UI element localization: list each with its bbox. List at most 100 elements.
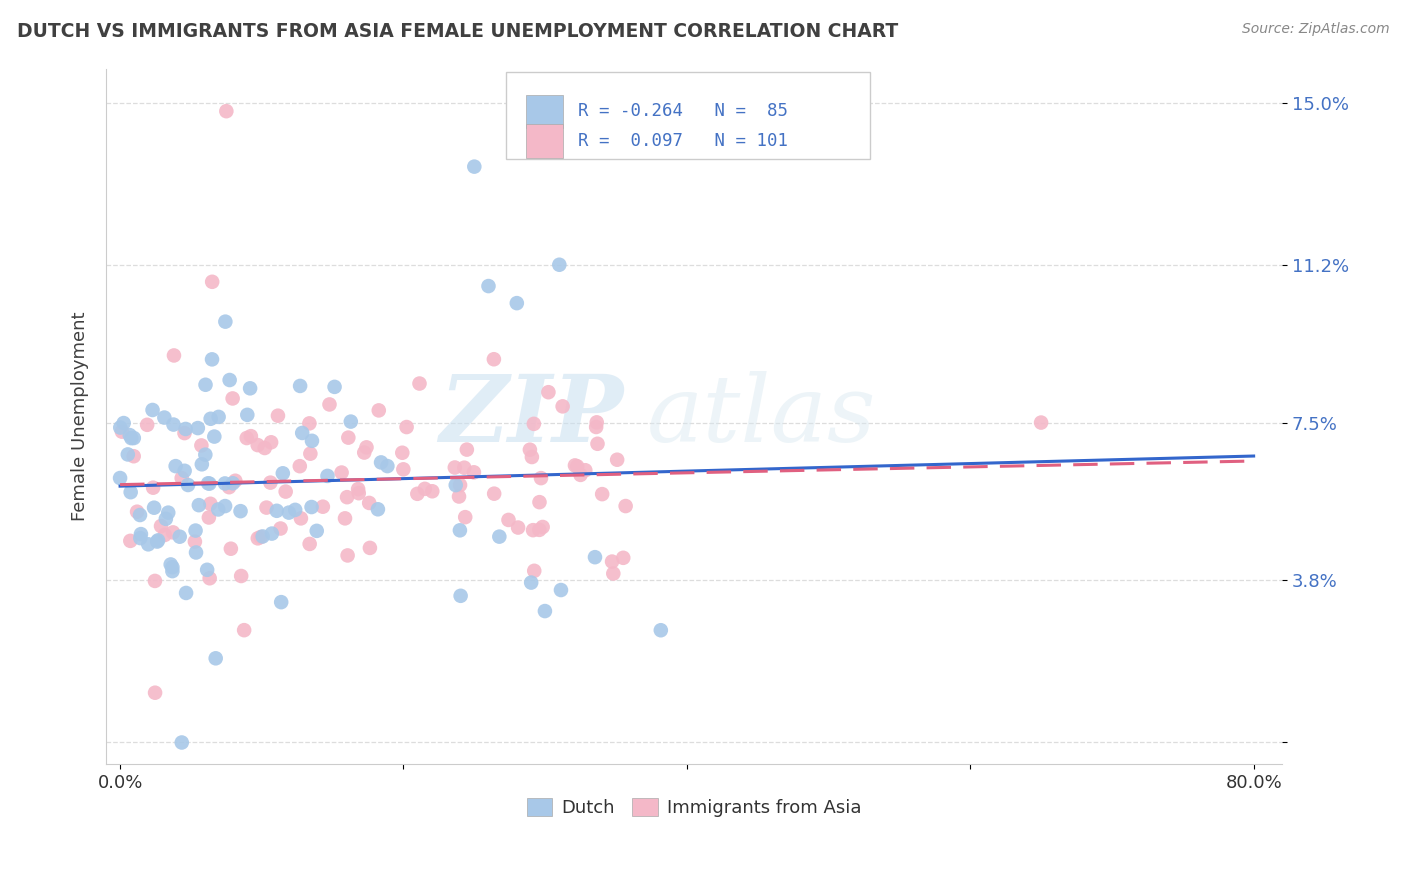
Point: [191, 458, 214, 472]
Point: [347, 486, 370, 500]
Point: [367, 403, 389, 417]
Point: [194, 377, 217, 392]
Point: [163, 348, 186, 362]
Point: [239, 381, 262, 395]
Point: [120, 431, 142, 445]
Point: [146, 533, 169, 548]
Point: [318, 397, 340, 411]
Point: [444, 478, 467, 492]
Point: [450, 589, 472, 603]
Point: [347, 482, 370, 496]
Point: [270, 522, 292, 536]
Point: [222, 476, 245, 491]
Point: [118, 428, 141, 442]
Point: [239, 429, 262, 443]
Point: [395, 420, 418, 434]
Point: [270, 595, 292, 609]
Point: [187, 498, 209, 512]
Point: [583, 550, 606, 565]
Point: [159, 558, 181, 572]
Point: [529, 523, 551, 537]
Point: [356, 441, 378, 455]
Point: [170, 735, 193, 749]
Point: [392, 462, 415, 476]
Point: [143, 500, 166, 515]
Point: [197, 476, 219, 491]
Point: [187, 421, 209, 435]
Point: [108, 471, 131, 485]
Point: [548, 258, 571, 272]
Point: [129, 527, 152, 541]
Point: [174, 586, 197, 600]
Point: [463, 160, 485, 174]
Point: [523, 417, 546, 431]
Point: [482, 352, 505, 367]
Point: [506, 296, 529, 310]
Point: [359, 496, 381, 510]
Point: [522, 523, 544, 537]
Point: [190, 438, 212, 452]
Point: [184, 524, 207, 538]
Text: Source: ZipAtlas.com: Source: ZipAtlas.com: [1241, 22, 1389, 37]
Point: [136, 417, 159, 432]
Point: [650, 624, 672, 638]
Point: [169, 530, 191, 544]
Point: [488, 530, 510, 544]
Point: [454, 510, 477, 524]
Point: [288, 459, 311, 474]
Point: [534, 604, 557, 618]
Point: [367, 502, 389, 516]
Point: [218, 480, 240, 494]
Point: [537, 385, 560, 400]
Point: [530, 471, 553, 485]
Point: [120, 485, 142, 500]
Point: [271, 467, 294, 481]
Point: [150, 519, 173, 533]
Point: [370, 455, 392, 469]
Point: [249, 530, 271, 544]
Point: [353, 445, 375, 459]
Point: [162, 417, 184, 432]
Point: [111, 425, 134, 439]
Point: [550, 582, 572, 597]
Legend: Dutch, Immigrants from Asia: Dutch, Immigrants from Asia: [519, 790, 869, 824]
Point: [585, 415, 607, 429]
Point: [298, 417, 321, 431]
Point: [219, 541, 242, 556]
Point: [456, 442, 478, 457]
Point: [336, 490, 359, 504]
Point: [256, 500, 278, 515]
Point: [260, 526, 283, 541]
Point: [585, 420, 607, 434]
Point: [305, 524, 328, 538]
Point: [155, 512, 177, 526]
Point: [201, 275, 224, 289]
Point: [202, 429, 225, 443]
Point: [246, 532, 269, 546]
Text: R = -0.264   N =  85: R = -0.264 N = 85: [578, 103, 787, 120]
Text: ZIP: ZIP: [439, 371, 623, 461]
Point: [122, 431, 145, 445]
Point: [612, 550, 634, 565]
Point: [449, 478, 471, 492]
Point: [235, 431, 257, 445]
Point: [406, 487, 429, 501]
Point: [153, 410, 176, 425]
Point: [312, 500, 335, 514]
Point: [143, 686, 166, 700]
Point: [198, 571, 221, 585]
Point: [170, 471, 193, 485]
Point: [463, 466, 485, 480]
Point: [523, 564, 546, 578]
Point: [214, 476, 236, 491]
Point: [200, 411, 222, 425]
Point: [253, 441, 276, 455]
Point: [291, 425, 314, 440]
Point: [129, 531, 152, 545]
Point: [391, 446, 413, 460]
Point: [330, 466, 353, 480]
Point: [301, 434, 323, 448]
Point: [200, 497, 222, 511]
Point: [198, 510, 221, 524]
Point: [143, 574, 166, 588]
